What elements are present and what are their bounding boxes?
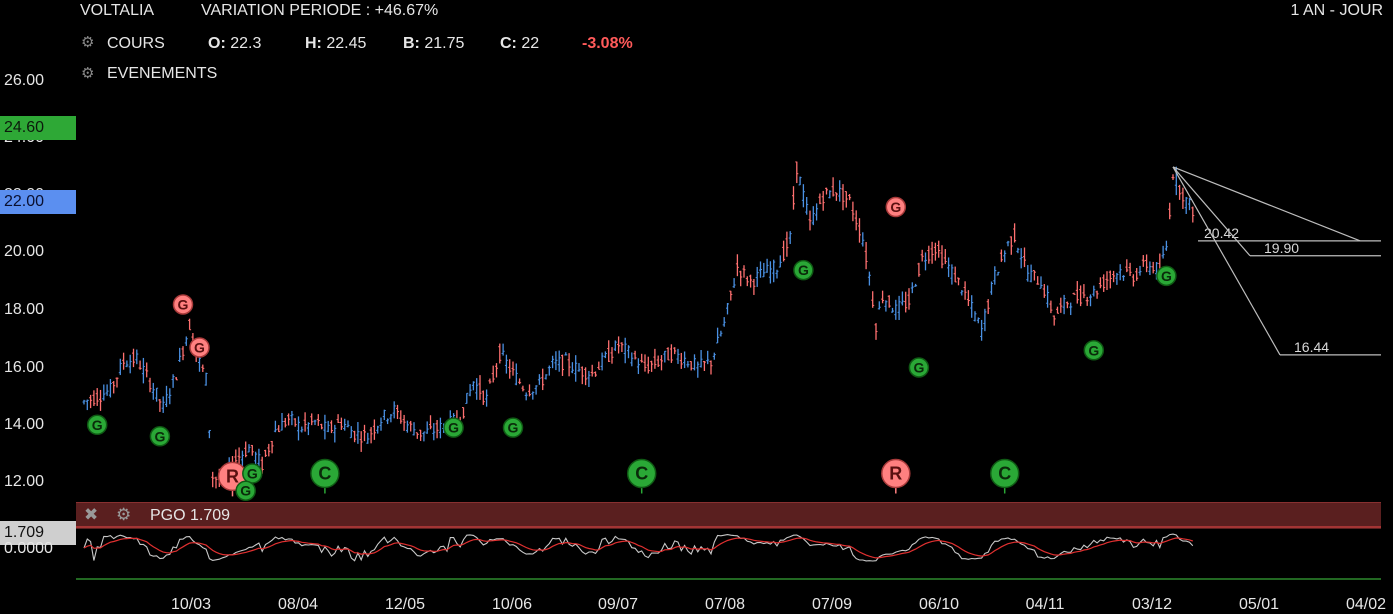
- x-tick: 05/01: [1238, 596, 1280, 613]
- event-letter: G: [798, 262, 809, 278]
- x-tick: 10/06: [491, 596, 533, 613]
- pgo-label: PGO 1.709: [150, 507, 231, 524]
- x-tick: 04/11: [1025, 596, 1065, 613]
- event-badge-G: [443, 417, 464, 438]
- x-tick: 04/02: [1345, 596, 1387, 613]
- event-badge-C: [626, 458, 657, 489]
- y-tick: 12.00: [4, 473, 45, 490]
- x-tick: 10/03: [170, 596, 212, 613]
- pgo-value-tag: 1.709: [0, 521, 76, 545]
- event-badge-G: [86, 414, 108, 436]
- level-label: 19.90: [1264, 240, 1299, 256]
- low-label: B:: [403, 35, 420, 52]
- open-label: O:: [208, 35, 226, 52]
- x-tick: 07/09: [811, 596, 853, 613]
- gear-icon[interactable]: ⚙: [81, 65, 95, 82]
- level-label: 16.44: [1294, 339, 1329, 355]
- gear-icon[interactable]: ⚙: [116, 505, 132, 524]
- event-letter: G: [240, 483, 251, 499]
- event-letter: G: [194, 339, 205, 355]
- event-letter: G: [92, 417, 103, 433]
- event-badge-C: [310, 458, 340, 489]
- variation-label: VARIATION PERIODE : +46.67%: [201, 2, 439, 19]
- pgo-signal-line: [83, 537, 1193, 559]
- event-badge-G: [1156, 265, 1177, 287]
- pgo-line: [83, 533, 1194, 562]
- event-badge-G: [172, 294, 194, 315]
- high-label: H:: [305, 35, 322, 52]
- event-letter: G: [247, 466, 258, 482]
- event-badge-G: [235, 480, 256, 501]
- event-letter: G: [1161, 268, 1172, 284]
- y-tick: 18.00: [4, 301, 45, 318]
- y-tick: 14.00: [4, 416, 45, 433]
- cours-label: COURS: [107, 35, 165, 52]
- change-value: -3.08%: [582, 35, 633, 52]
- y-tick: 16.00: [4, 359, 45, 376]
- x-tick: 09/07: [597, 596, 639, 613]
- event-badge-C: [989, 458, 1020, 489]
- pgo-zero-label: 0.0000: [4, 540, 53, 557]
- event-letter: G: [448, 420, 459, 436]
- gear-icon[interactable]: ⚙: [81, 34, 95, 51]
- close-value: 22: [521, 35, 540, 52]
- indicator-header: [76, 502, 1381, 529]
- high-marker-tag: 24.60: [0, 116, 76, 140]
- x-tick: 12/05: [384, 596, 426, 613]
- high-value: 22.45: [326, 35, 367, 52]
- fan-line: [1172, 166, 1251, 257]
- event-badge-G: [885, 196, 907, 218]
- event-badge-G: [149, 426, 171, 447]
- x-tick: 03/12: [1131, 596, 1173, 613]
- event-letter: C: [998, 464, 1011, 484]
- fan-line: [1172, 166, 1361, 242]
- event-badge-G: [793, 259, 814, 281]
- period-selector[interactable]: 1 AN - JOUR: [1290, 2, 1383, 19]
- x-tick: 08/04: [277, 596, 319, 613]
- x-tick: 07/08: [704, 596, 746, 613]
- event-letter: G: [178, 296, 189, 312]
- x-tick: 06/10: [918, 596, 960, 613]
- close-icon[interactable]: ✖: [84, 505, 99, 524]
- y-tick: 26.00: [4, 72, 45, 89]
- last-price-tag: 22.00: [0, 190, 76, 214]
- event-badge-G: [1083, 340, 1105, 361]
- event-badge-R: [881, 458, 911, 489]
- event-letter: C: [318, 464, 331, 484]
- event-letter: C: [635, 464, 648, 484]
- event-letter: G: [1088, 342, 1099, 358]
- event-letter: G: [154, 428, 165, 444]
- level-label: 20.42: [1204, 225, 1239, 241]
- event-badge-G: [189, 337, 210, 358]
- ticker-label: VOLTALIA: [80, 2, 155, 19]
- y-tick: 20.00: [4, 243, 45, 260]
- events-label: EVENEMENTS: [107, 65, 218, 82]
- fan-line: [1172, 166, 1281, 356]
- close-label: C:: [500, 35, 517, 52]
- event-letter: G: [913, 360, 924, 376]
- event-badge-G: [908, 357, 930, 378]
- event-letter: G: [508, 420, 519, 436]
- event-badge-G: [502, 417, 524, 438]
- event-letter: R: [889, 464, 902, 484]
- low-value: 21.75: [424, 35, 465, 52]
- event-letter: G: [890, 199, 901, 215]
- open-value: 22.3: [230, 35, 262, 52]
- event-letter: R: [226, 466, 239, 486]
